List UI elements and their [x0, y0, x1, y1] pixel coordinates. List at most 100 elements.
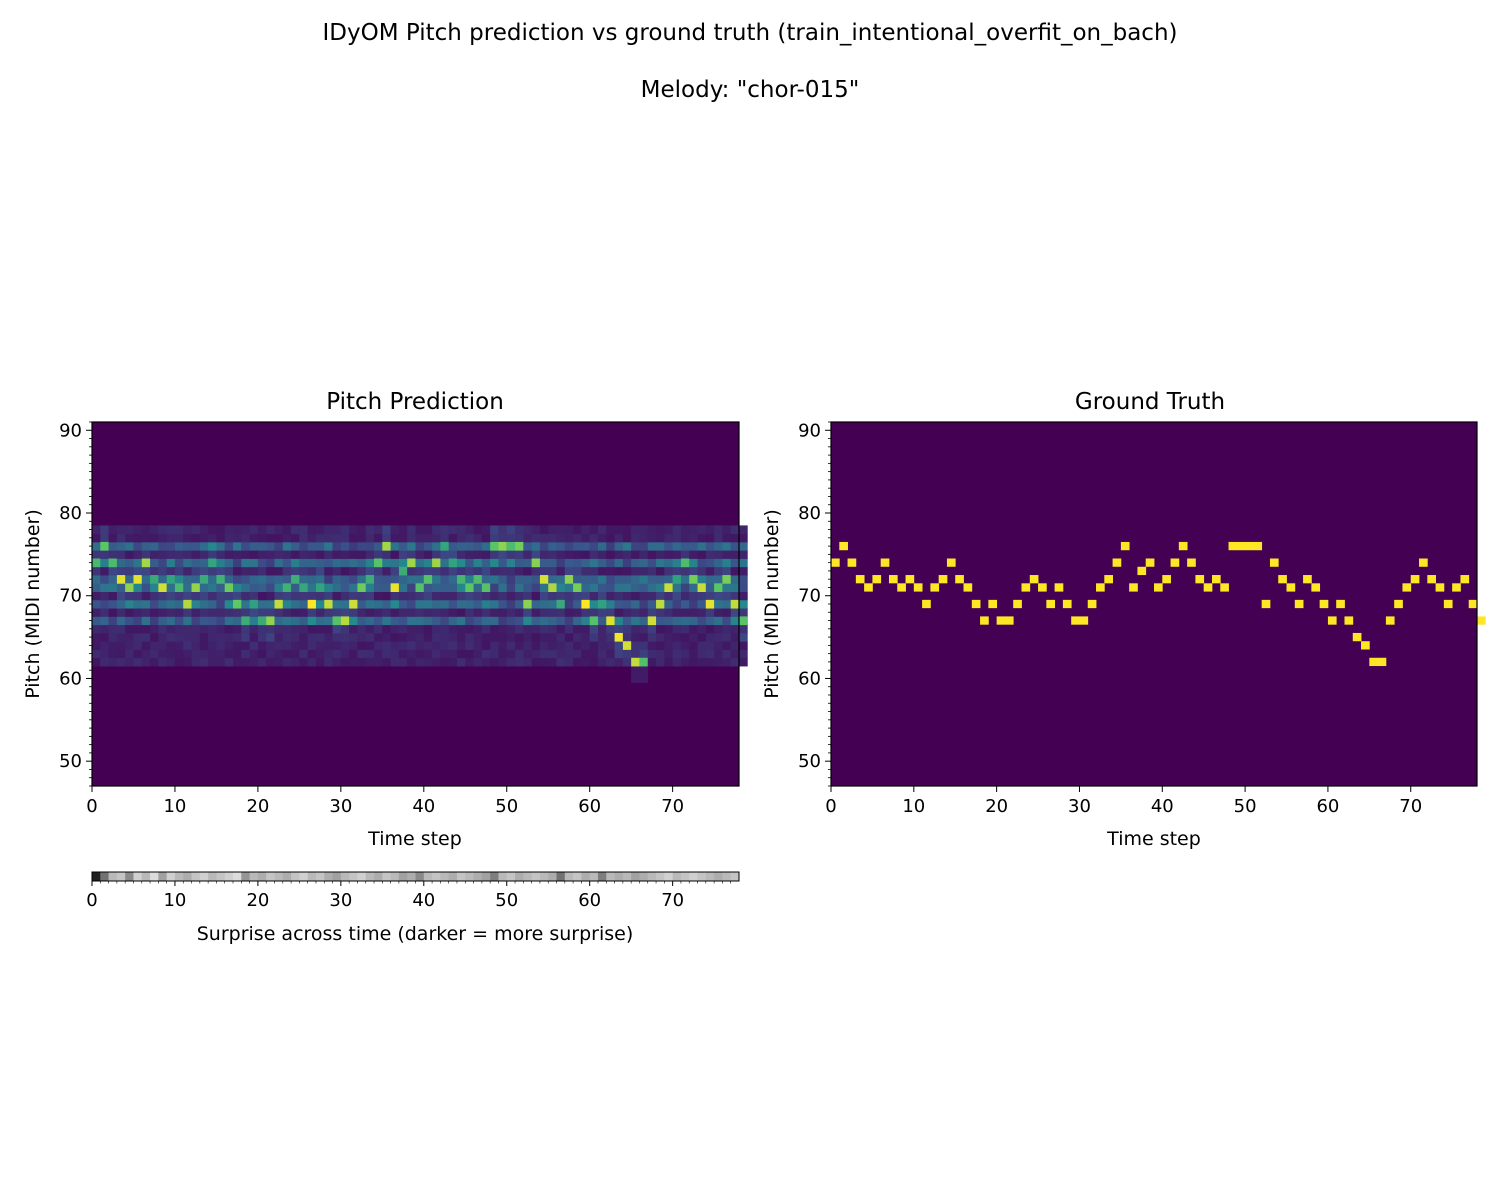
heatmap-cell-peak: [398, 566, 408, 576]
heatmap-cell: [398, 533, 408, 543]
heatmap-cell: [473, 525, 483, 535]
x-tick-label: 40: [412, 890, 435, 911]
heatmap-cell: [722, 657, 732, 667]
heatmap-cell: [481, 599, 491, 609]
heatmap-cell: [125, 608, 134, 617]
heatmap-cell: [639, 674, 649, 683]
heatmap-cell: [481, 624, 491, 634]
heatmap-cell: [481, 533, 491, 543]
heatmap-cell: [174, 550, 184, 559]
heatmap-cell: [332, 533, 342, 543]
heatmap-cell: [340, 641, 350, 650]
heatmap-cell: [249, 575, 259, 584]
heatmap-cell: [125, 599, 134, 609]
heatmap-cell: [631, 533, 640, 543]
heatmap-cell: [705, 525, 715, 535]
heatmap-cell: [548, 641, 557, 650]
heatmap-cell: [415, 616, 425, 626]
heatmap-cell: [382, 632, 392, 642]
heatmap-cell: [382, 583, 392, 592]
heatmap-cell: [465, 624, 474, 634]
heatmap-cell-peak: [539, 575, 549, 584]
heatmap-cell: [506, 608, 516, 617]
heatmap-cell: [465, 641, 474, 650]
heatmap-cell: [133, 624, 143, 634]
note-cell: [955, 575, 964, 584]
heatmap-cell: [191, 550, 201, 559]
heatmap-cell: [573, 533, 582, 543]
heatmap-cell: [241, 624, 251, 634]
heatmap-cell: [116, 566, 126, 576]
heatmap-cell: [548, 525, 557, 535]
x-tick-label: 20: [246, 890, 269, 911]
heatmap-cell: [639, 558, 649, 568]
y-tick-label: 50: [798, 751, 821, 772]
heatmap-cell: [423, 533, 433, 543]
heatmap-cell: [332, 599, 342, 609]
heatmap-cell: [531, 608, 541, 617]
heatmap-cell: [299, 649, 309, 659]
heatmap-cell: [631, 632, 640, 642]
heatmap-cell: [183, 632, 192, 642]
heatmap-cell: [191, 649, 201, 659]
heatmap-cell: [274, 550, 284, 559]
heatmap-cell: [216, 657, 226, 667]
heatmap-cell: [92, 657, 101, 667]
heatmap-cell: [581, 541, 591, 551]
heatmap-cell: [365, 583, 375, 592]
heatmap-cell: [390, 641, 400, 650]
heatmap-cell: [249, 541, 259, 551]
heatmap-cell: [158, 558, 168, 568]
heatmap-cell: [597, 591, 607, 601]
heatmap-cell: [133, 583, 143, 592]
heatmap-cell: [291, 525, 300, 535]
heatmap-cell: [573, 566, 582, 576]
surprise-cell: [672, 872, 682, 881]
figure-title: IDyOM Pitch prediction vs ground truth (…: [322, 20, 1178, 46]
x-tick-label: 40: [412, 796, 435, 817]
heatmap-cell: [191, 533, 201, 543]
heatmap-cell: [233, 632, 242, 642]
heatmap-cell: [697, 641, 707, 650]
heatmap-cell: [672, 550, 682, 559]
heatmap-cell: [199, 533, 209, 543]
heatmap-cell: [390, 550, 400, 559]
heatmap-cell: [705, 575, 715, 584]
heatmap-cell: [697, 550, 707, 559]
heatmap-cell: [490, 533, 499, 543]
heatmap-cell: [614, 624, 624, 634]
heatmap-cell: [680, 583, 690, 592]
surprise-cell: [564, 872, 574, 881]
heatmap-cell: [349, 657, 358, 667]
heatmap-cell: [158, 616, 168, 626]
heatmap-cell: [365, 641, 375, 650]
heatmap-cell: [257, 632, 267, 642]
x-tick-label: 60: [1316, 796, 1339, 817]
heatmap-cell: [174, 533, 184, 543]
heatmap-cell: [274, 575, 284, 584]
heatmap-cell: [680, 616, 690, 626]
surprise-cell: [689, 872, 698, 881]
heatmap-cell: [299, 541, 309, 551]
heatmap-cell: [597, 575, 607, 584]
heatmap-cell: [573, 591, 582, 601]
heatmap-cell: [573, 649, 582, 659]
heatmap-cell: [382, 566, 392, 576]
heatmap-cell: [498, 649, 508, 659]
heatmap-cell-peak: [573, 583, 582, 592]
heatmap-cell: [324, 558, 333, 568]
heatmap-cell: [448, 525, 458, 535]
note-cell: [1385, 616, 1395, 625]
surprise-cell: [166, 872, 176, 881]
heatmap-cell: [158, 632, 168, 642]
heatmap-cell: [531, 641, 541, 650]
heatmap-cell: [216, 591, 226, 601]
x-tick-label: 70: [661, 890, 684, 911]
heatmap-cell: [374, 632, 383, 642]
heatmap-cell: [689, 641, 698, 650]
heatmap-cell: [125, 525, 134, 535]
heatmap-cell: [473, 608, 483, 617]
heatmap-cell: [481, 525, 491, 535]
heatmap-cell: [307, 550, 317, 559]
note-cell: [1154, 583, 1163, 592]
